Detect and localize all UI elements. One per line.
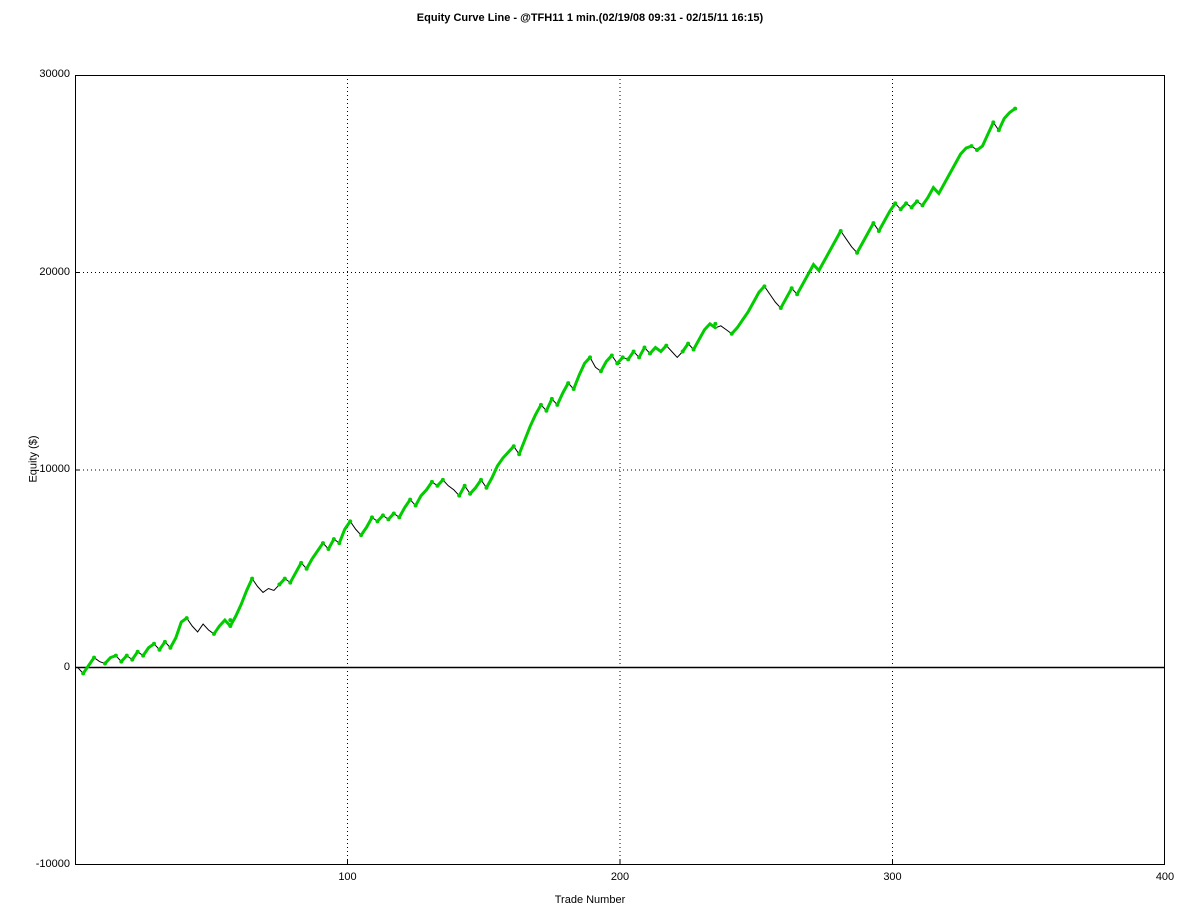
chart-plot-area: [75, 75, 1165, 865]
x-tick-label: 200: [600, 871, 640, 883]
chart-title: Equity Curve Line - @TFH11 1 min.(02/19/…: [0, 12, 1180, 24]
y-tick-label: 20000: [15, 266, 70, 278]
y-tick-label: 0: [15, 661, 70, 673]
chart-container: Equity Curve Line - @TFH11 1 min.(02/19/…: [0, 0, 1180, 918]
x-tick-label: 400: [1145, 871, 1180, 883]
x-axis-label: Trade Number: [0, 894, 1180, 906]
x-tick-label: 300: [873, 871, 913, 883]
y-tick-label: -10000: [15, 858, 70, 870]
x-tick-label: 100: [328, 871, 368, 883]
y-axis-label: Equity ($): [28, 435, 40, 482]
y-tick-label: 10000: [15, 463, 70, 475]
y-tick-label: 30000: [15, 68, 70, 80]
